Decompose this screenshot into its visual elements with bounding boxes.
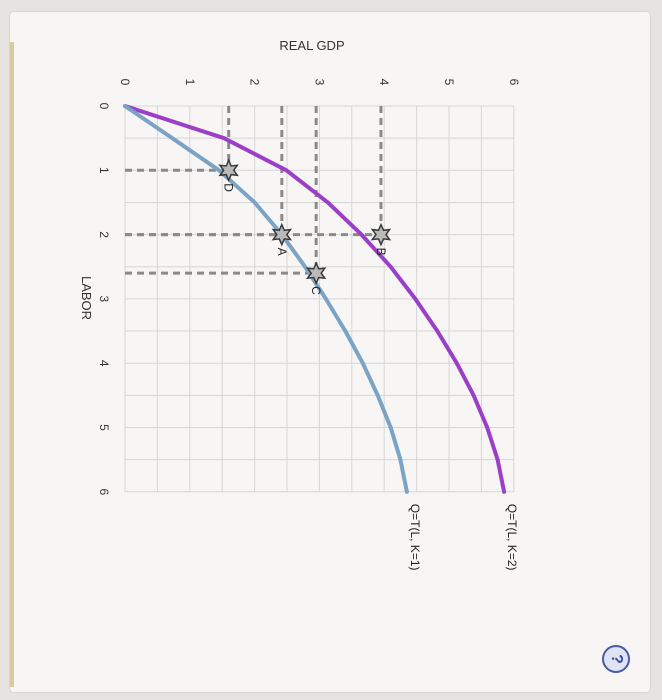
question-card <box>10 12 650 692</box>
tick-labels: 0 1 2 3 4 5 6 0 1 2 3 4 5 6 <box>97 79 521 496</box>
y-tick-label: 2 <box>248 79 262 86</box>
x-tick-label: 6 <box>97 488 111 495</box>
point-label-b: B <box>374 248 388 256</box>
series-label-1: Q=T(L, K=2) <box>505 504 519 571</box>
point-a <box>271 222 293 247</box>
points: A B C D <box>218 158 392 295</box>
y-tick-label: 1 <box>183 79 197 86</box>
series-line-1 <box>123 104 507 494</box>
point-d <box>218 158 239 183</box>
x-tick-label: 3 <box>97 296 111 303</box>
y-tick-label: 3 <box>312 79 326 86</box>
x-tick-label: 5 <box>97 424 111 431</box>
series-label-2: Q=T(L, K=1) <box>408 504 422 571</box>
point-c <box>305 261 327 286</box>
x-tick-label: 0 <box>97 103 111 110</box>
accent-bar <box>10 42 14 687</box>
y-axis-label: REAL GDP <box>279 38 344 53</box>
x-tick-label: 2 <box>97 231 111 238</box>
x-tick-label: 4 <box>97 360 111 367</box>
point-label-d: D <box>222 183 236 192</box>
point-label-c: C <box>309 286 323 295</box>
y-tick-label: 5 <box>442 79 456 86</box>
point-label-a: A <box>275 248 289 256</box>
x-tick-label: 1 <box>97 167 111 174</box>
grid <box>124 105 515 493</box>
curves: Q=T(L, K=2) Q=T(L, K=1) <box>123 104 519 571</box>
y-tick-label: 6 <box>507 79 521 86</box>
x-axis-label: LABOR <box>79 276 94 320</box>
y-tick-label: 4 <box>377 79 391 86</box>
y-tick-label: 0 <box>118 79 132 86</box>
series-line-2 <box>123 104 409 494</box>
point-b <box>370 222 392 247</box>
help-button[interactable]: ? <box>602 645 630 673</box>
